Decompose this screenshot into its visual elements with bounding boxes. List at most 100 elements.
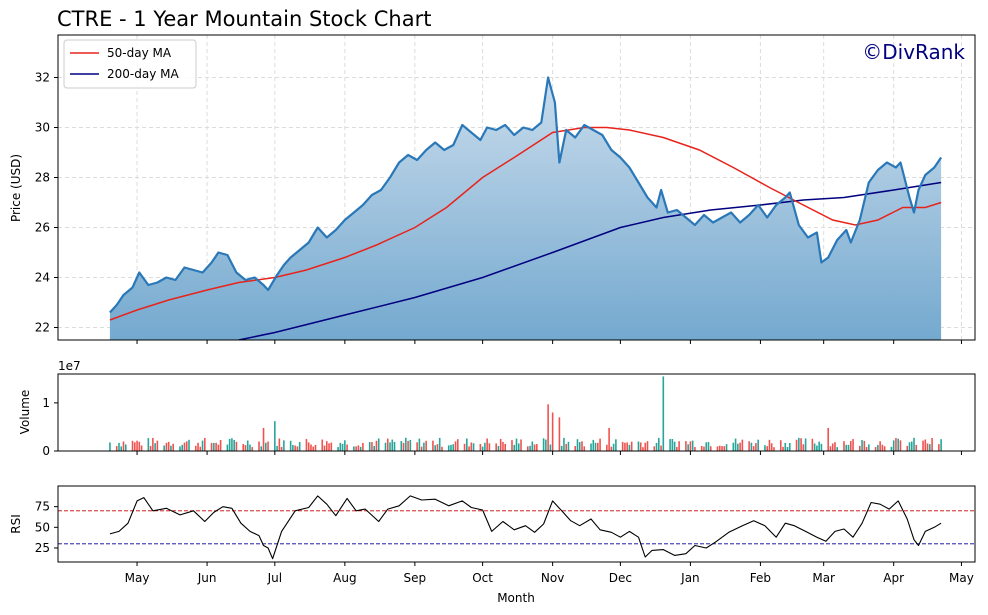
volume-bar (906, 445, 909, 451)
volume-bar (802, 444, 805, 451)
price-mountain-area (109, 77, 942, 340)
volume-bar (741, 439, 744, 451)
volume-bar (811, 438, 814, 451)
volume-bar (341, 443, 344, 451)
volume-bar (795, 439, 798, 451)
volume-bar (147, 438, 150, 451)
volume-bar (520, 439, 522, 451)
volume-bar (723, 446, 726, 451)
volume-bar (773, 447, 775, 451)
volume-bar (545, 439, 547, 451)
volume-bar (441, 446, 443, 451)
volume-bar (479, 443, 482, 451)
volume-bar (470, 442, 473, 451)
volume-bar (353, 446, 355, 451)
volume-bar (863, 440, 866, 451)
volume-bar (926, 443, 929, 451)
volume-bar (551, 412, 554, 451)
volume-bar (109, 442, 111, 451)
rsi-y-tick-label: 25 (35, 541, 50, 555)
month-x-tick-label: May (949, 571, 974, 585)
volume-bar (691, 440, 694, 451)
rsi-y-axis: 25 50 75 (35, 500, 58, 555)
volume-bar (213, 442, 215, 451)
volume-bar (612, 443, 615, 451)
month-x-tick-label: Jun (197, 571, 217, 585)
volume-bar (732, 442, 735, 451)
volume-bar (924, 439, 927, 451)
volume-bar (737, 443, 739, 451)
volume-bar (877, 444, 879, 451)
volume-bar (536, 444, 538, 451)
volume-bar (861, 439, 863, 451)
volume-bar (486, 438, 488, 451)
volume-bar (895, 438, 897, 451)
rsi-y-tick-label: 75 (35, 500, 50, 514)
volume-bar (721, 446, 723, 451)
volume-bar (472, 443, 475, 451)
volume-bar (267, 441, 269, 451)
volume-bar (323, 445, 326, 451)
volume-bar (852, 439, 854, 451)
price-x-ticks (136, 340, 962, 344)
volume-bar (312, 446, 315, 451)
volume-bar (499, 438, 502, 451)
volume-bar (827, 427, 829, 451)
volume-bar (899, 440, 902, 451)
legend: 50-day MA 200-day MA (63, 39, 197, 89)
volume-bar (533, 444, 536, 451)
volume-bar (418, 438, 421, 451)
volume-bar (694, 447, 696, 451)
volume-bar (204, 437, 206, 451)
volume-bar (325, 441, 328, 451)
volume-bar (172, 443, 174, 451)
price-y-tick-label: 22 (35, 321, 50, 335)
volume-bar (938, 444, 940, 451)
volume-bar (278, 438, 281, 451)
volume-bar (592, 439, 595, 451)
volume-bar (865, 446, 868, 451)
volume-bar (578, 442, 581, 451)
volume-bar (843, 441, 845, 451)
volume-bar (389, 442, 391, 451)
volume-bar (529, 445, 531, 451)
volume-bar (567, 441, 570, 451)
volume-bar (371, 442, 373, 451)
volume-bar (608, 427, 610, 451)
volume-bar (549, 444, 552, 451)
volume-bar (264, 442, 267, 451)
month-x-axis: May Jun Jul Aug Sep Oct Nov Dec Jan Feb Mar Apr May (125, 562, 974, 585)
volume-bar (517, 443, 520, 451)
volume-bar (416, 442, 418, 451)
volume-bars (109, 376, 942, 451)
volume-bar (829, 446, 832, 451)
rsi-line (109, 495, 942, 560)
volume-bar (179, 446, 181, 451)
volume-bar (748, 441, 750, 451)
volume-bar (447, 445, 450, 451)
volume-bar (235, 441, 238, 451)
volume-bar (296, 446, 299, 451)
volume-bar (488, 443, 491, 451)
volume-bar (321, 439, 324, 451)
volume-bar (700, 445, 703, 451)
volume-bar (219, 439, 222, 451)
volume-bar (646, 441, 649, 451)
volume-bar (644, 442, 647, 451)
volume-bar (892, 440, 895, 451)
volume-bar (307, 442, 310, 451)
volume-bar (294, 445, 296, 451)
volume-bar (344, 440, 346, 451)
volume-bar (770, 443, 773, 451)
volume-bar (531, 441, 534, 451)
volume-bar (526, 446, 529, 451)
volume-bar (881, 444, 884, 451)
volume-bar (716, 446, 719, 451)
price-y-tick-label: 32 (35, 71, 50, 85)
volume-bar (845, 444, 848, 451)
volume-bar (181, 444, 184, 451)
volume-bar (504, 443, 507, 451)
volume-bar (124, 444, 127, 451)
rsi-y-tick-label: 50 (35, 520, 50, 534)
volume-bar (669, 439, 671, 451)
